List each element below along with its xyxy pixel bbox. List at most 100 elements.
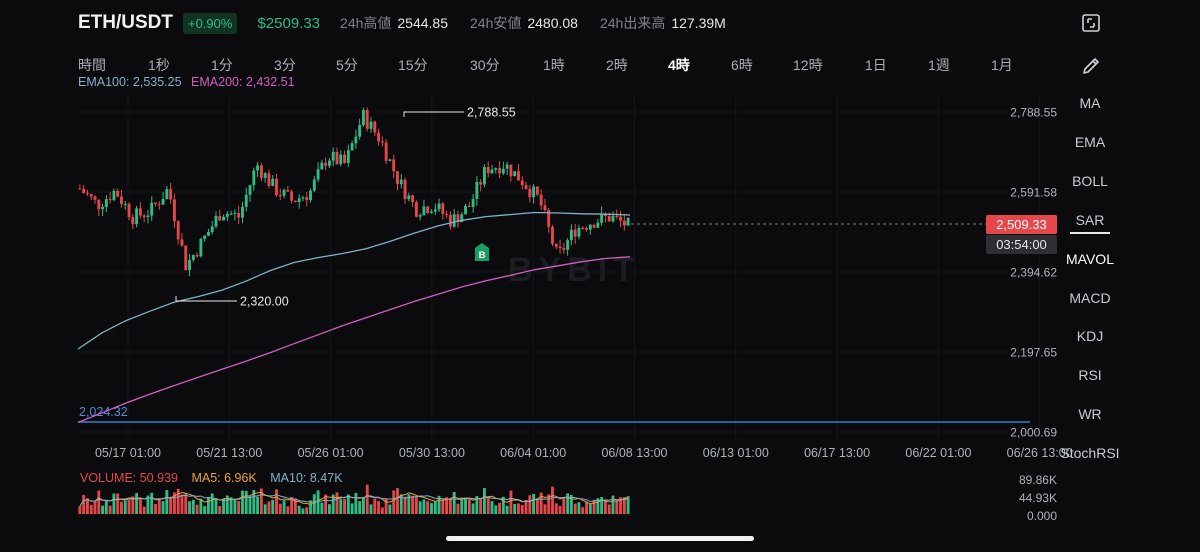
- candle-body: [407, 195, 411, 200]
- timeframe-tab[interactable]: 1月: [991, 57, 1013, 73]
- candle-body: [464, 205, 467, 215]
- candle-body: [154, 202, 157, 204]
- volume-bar: [346, 494, 350, 514]
- volume-bar: [104, 500, 108, 514]
- volume-bar: [207, 497, 210, 514]
- volume-bar: [354, 492, 358, 514]
- candle-body: [539, 194, 543, 206]
- volume-bar: [551, 486, 554, 514]
- symbol-title[interactable]: ETH/USDT: [78, 12, 173, 33]
- volume-bar: [86, 498, 89, 514]
- indicator-item[interactable]: SAR: [1075, 211, 1105, 228]
- candle-body: [362, 110, 365, 126]
- volume-bar: [452, 491, 456, 514]
- candle-body: [426, 206, 430, 213]
- volume-bar: [222, 499, 225, 514]
- indicator-item[interactable]: MAVOL: [1066, 250, 1114, 267]
- volume-bar: [339, 499, 343, 514]
- volume-bar: [229, 497, 233, 514]
- timeframe-tab[interactable]: 4時: [668, 57, 690, 73]
- indicator-item[interactable]: BOLL: [1072, 172, 1108, 189]
- candle-body: [278, 195, 282, 197]
- indicator-item[interactable]: KDJ: [1076, 328, 1104, 345]
- volume-bar: [520, 505, 524, 514]
- candle-body: [622, 220, 626, 226]
- candle-body: [112, 190, 116, 201]
- timeframe-tab[interactable]: 1週: [928, 57, 950, 73]
- volume-bar: [184, 494, 188, 514]
- indicator-item[interactable]: MA: [1079, 95, 1101, 111]
- candle-body: [101, 206, 105, 210]
- candle-body: [157, 203, 161, 205]
- buy-marker[interactable]: B: [475, 243, 489, 261]
- candle-body: [263, 173, 267, 178]
- volume-bar: [305, 507, 309, 514]
- ema-legend: EMA100: 2,535.25 EMA200: 2,432.51: [78, 75, 295, 89]
- volume-bar: [607, 504, 611, 514]
- y-tick-label: 2,197.65: [1010, 346, 1057, 360]
- volume-axis-zero: 0.000: [1027, 509, 1057, 523]
- candle-body: [237, 212, 241, 218]
- timeframe-tab[interactable]: 1秒: [148, 57, 170, 73]
- candle-body: [327, 160, 331, 166]
- candle-body: [380, 141, 384, 143]
- x-tick-label: 06/04 01:00: [500, 446, 566, 460]
- timeframe-tab[interactable]: 1日: [865, 57, 887, 73]
- candle-body: [509, 164, 513, 177]
- timeframe-tab[interactable]: 5分: [336, 57, 358, 73]
- volume-bar: [418, 501, 422, 514]
- volume-bar: [146, 495, 150, 514]
- volume-bar: [547, 494, 551, 514]
- volume-bar: [191, 499, 195, 514]
- candle-body: [399, 179, 403, 185]
- indicator-item[interactable]: WR: [1078, 406, 1102, 423]
- candle-body: [433, 209, 437, 212]
- volume-bar: [569, 494, 573, 514]
- timeframe-tab[interactable]: 1分: [211, 57, 233, 73]
- volume-legend: VOLUME: 50.939 MA5: 6.96K MA10: 8.47K: [80, 471, 343, 485]
- timeframe-tab[interactable]: 時間: [78, 57, 106, 73]
- chart-grid: [78, 96, 1041, 440]
- candle-body: [339, 154, 343, 165]
- volume-bar: [244, 490, 248, 514]
- timeframe-tab[interactable]: 30分: [470, 57, 500, 73]
- indicator-item[interactable]: EMA: [1074, 133, 1106, 150]
- volume-bar: [252, 489, 256, 514]
- countdown-bg: [986, 235, 1057, 254]
- volume-bar: [479, 498, 483, 514]
- volume-legend-value: VOLUME: 50.939: [80, 471, 178, 485]
- candle-body: [123, 203, 127, 205]
- candle-body: [626, 217, 630, 226]
- fullscreen-icon[interactable]: [1080, 12, 1102, 34]
- candle-body: [180, 239, 184, 246]
- timeframe-tabs: 時間 1秒 1分 3分 5分 15分 30分 1時 2時 4時 6時 12時 1日 1週 1月: [78, 55, 1028, 73]
- candle-body: [513, 171, 517, 177]
- volume-bar: [93, 500, 97, 514]
- timeframe-tab[interactable]: 15分: [398, 57, 428, 73]
- ema200-legend: EMA200: 2,432.51: [191, 75, 295, 89]
- buy-marker-label: B: [479, 250, 486, 261]
- volume-bar: [358, 501, 362, 514]
- candle-body: [585, 227, 588, 230]
- x-axis: 05/17 01:00 05/21 13:00 05/26 01:00 05/30 1…: [95, 446, 1073, 460]
- timeframe-tab[interactable]: 6時: [731, 57, 753, 73]
- candle-body: [551, 226, 554, 244]
- volume-bar: [535, 499, 539, 514]
- timeframe-tab[interactable]: 2時: [606, 57, 628, 73]
- candle-body: [600, 213, 604, 223]
- pencil-icon[interactable]: [1080, 55, 1102, 77]
- home-indicator[interactable]: [446, 536, 754, 541]
- volume-bar: [101, 505, 105, 514]
- volume-bar: [603, 500, 607, 514]
- volume-bar: [460, 498, 464, 514]
- volume-bar: [150, 492, 154, 514]
- candle-body: [471, 198, 475, 207]
- indicator-item[interactable]: MACD: [1069, 289, 1111, 306]
- timeframe-tab[interactable]: 1時: [543, 57, 565, 73]
- indicator-item[interactable]: RSI: [1078, 367, 1102, 384]
- timeframe-tab[interactable]: 12時: [793, 57, 823, 73]
- x-tick-label: 06/17 13:00: [804, 446, 870, 460]
- indicator-item[interactable]: StochRSI: [1060, 445, 1120, 462]
- timeframe-tab[interactable]: 3分: [274, 57, 296, 73]
